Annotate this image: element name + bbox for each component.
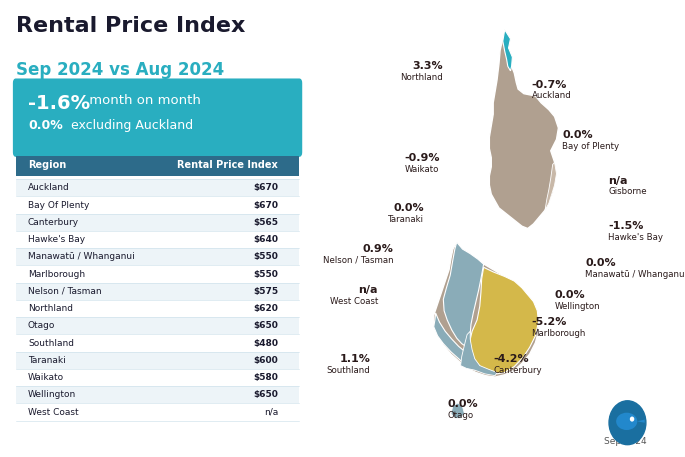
Text: Taranaki: Taranaki [388, 215, 424, 224]
FancyBboxPatch shape [16, 214, 299, 231]
Text: -1.6%: -1.6% [28, 94, 90, 113]
Text: $600: $600 [253, 356, 278, 365]
Text: excluding Auckland: excluding Auckland [67, 119, 193, 132]
Text: 0.0%: 0.0% [555, 290, 585, 300]
FancyBboxPatch shape [16, 386, 299, 404]
Text: Bay Of Plenty: Bay Of Plenty [28, 201, 89, 210]
Polygon shape [469, 267, 538, 374]
Text: Taranaki: Taranaki [28, 356, 66, 365]
Text: Manawatū / Whanganui: Manawatū / Whanganui [585, 270, 685, 279]
Text: West Coast: West Coast [329, 297, 378, 306]
Text: 0.0%: 0.0% [393, 203, 424, 213]
Ellipse shape [616, 413, 637, 430]
Text: Hawke's Bay: Hawke's Bay [608, 233, 663, 242]
Text: Southland: Southland [327, 366, 371, 375]
Text: Gisborne: Gisborne [608, 187, 647, 197]
Text: Otago: Otago [447, 411, 473, 420]
Text: $550: $550 [253, 252, 278, 261]
Text: 0.0%: 0.0% [447, 399, 478, 409]
Text: -5.2%: -5.2% [532, 317, 567, 327]
Text: Southland: Southland [28, 339, 74, 347]
Text: $565: $565 [253, 218, 278, 227]
Text: $575: $575 [253, 287, 278, 296]
FancyBboxPatch shape [16, 283, 299, 300]
FancyBboxPatch shape [16, 248, 299, 266]
Text: Wellington: Wellington [555, 302, 600, 311]
Text: 1.1%: 1.1% [340, 354, 371, 364]
Text: 0.0%: 0.0% [562, 130, 593, 140]
Text: -1.5%: -1.5% [608, 221, 644, 231]
Text: Rental Price Index: Rental Price Index [16, 16, 245, 36]
Polygon shape [460, 331, 497, 376]
Text: $640: $640 [253, 235, 278, 244]
Text: n/a: n/a [359, 285, 378, 295]
Text: Canterbury: Canterbury [28, 218, 79, 227]
Text: 0.0%: 0.0% [585, 258, 616, 268]
FancyBboxPatch shape [16, 179, 299, 197]
Text: 3.3%: 3.3% [412, 61, 443, 71]
Polygon shape [434, 242, 539, 377]
Text: $670: $670 [253, 201, 278, 210]
Text: -4.2%: -4.2% [493, 354, 529, 364]
Text: Marlborough: Marlborough [28, 270, 85, 279]
Text: 0.9%: 0.9% [362, 244, 393, 254]
Circle shape [609, 401, 646, 445]
Text: Northland: Northland [401, 73, 443, 82]
Polygon shape [503, 30, 512, 71]
Text: Auckland: Auckland [532, 91, 571, 101]
FancyBboxPatch shape [16, 352, 299, 369]
Text: West Coast: West Coast [28, 408, 79, 416]
Text: $480: $480 [253, 339, 278, 347]
Text: Waikato: Waikato [28, 373, 64, 382]
Text: Hawke's Bay: Hawke's Bay [28, 235, 85, 244]
Text: n/a: n/a [264, 408, 278, 416]
Text: Sep 2024: Sep 2024 [604, 436, 647, 446]
Text: Wellington: Wellington [28, 390, 76, 399]
Text: Marlborough: Marlborough [532, 329, 586, 338]
Circle shape [630, 417, 634, 421]
FancyBboxPatch shape [13, 79, 302, 157]
Text: Canterbury: Canterbury [493, 366, 542, 375]
Polygon shape [434, 313, 478, 370]
Text: Bay of Plenty: Bay of Plenty [562, 142, 619, 151]
Text: $550: $550 [253, 270, 278, 279]
Polygon shape [443, 242, 484, 347]
Text: 0.0%: 0.0% [28, 119, 63, 132]
Text: Otago: Otago [28, 321, 55, 330]
Text: Manawatū / Whanganui: Manawatū / Whanganui [28, 252, 135, 261]
Text: $620: $620 [253, 304, 278, 313]
Text: month on month: month on month [85, 94, 201, 107]
Text: Nelson / Tasman: Nelson / Tasman [28, 287, 101, 296]
Text: $650: $650 [253, 321, 278, 330]
Text: Region: Region [28, 160, 66, 170]
Polygon shape [451, 403, 464, 418]
Text: $650: $650 [253, 390, 278, 399]
Text: Auckland: Auckland [28, 183, 70, 192]
Text: $580: $580 [253, 373, 278, 382]
FancyBboxPatch shape [16, 156, 299, 176]
Text: $670: $670 [253, 183, 278, 192]
Text: n/a: n/a [608, 175, 627, 186]
Polygon shape [637, 420, 645, 423]
Polygon shape [489, 30, 558, 228]
Text: Waikato: Waikato [405, 165, 440, 174]
FancyBboxPatch shape [16, 317, 299, 335]
Text: Nelson / Tasman: Nelson / Tasman [323, 256, 393, 265]
Polygon shape [545, 162, 556, 210]
Text: -0.7%: -0.7% [532, 80, 567, 90]
Text: Sep 2024 vs Aug 2024: Sep 2024 vs Aug 2024 [16, 61, 224, 79]
Text: Northland: Northland [28, 304, 73, 313]
Text: Rental Price Index: Rental Price Index [177, 160, 278, 170]
Text: -0.9%: -0.9% [404, 153, 440, 163]
